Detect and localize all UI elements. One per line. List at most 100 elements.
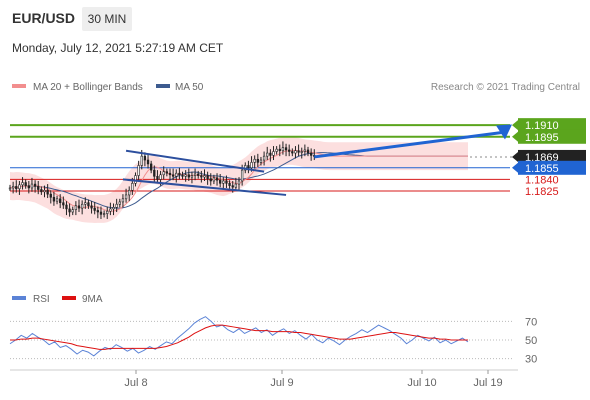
candle-body (143, 155, 147, 161)
candle-body (240, 169, 244, 182)
candle-body (124, 194, 128, 200)
rsi-tick-label-30: 30 (525, 354, 537, 366)
candle-body (37, 186, 40, 190)
timeframe-badge[interactable]: 30 MIN (82, 7, 132, 31)
candle-body (175, 172, 178, 177)
rsi-ma-line (10, 324, 468, 350)
rsi-ma-legend-label: 9MA (82, 294, 103, 305)
candle-body (90, 205, 93, 209)
candle-body (156, 176, 159, 180)
chart-datetime: Monday, July 12, 2021 5:27:19 AM CET (12, 41, 224, 55)
x-axis: Jul 8 Jul 9 Jul 10 Jul 19 (124, 370, 503, 389)
level-label-1.1825: 1.1825 (525, 186, 559, 198)
level-badge-arrow-1.1910 (512, 120, 518, 131)
candle-body (184, 174, 187, 177)
x-tick-label-Jul-8: Jul 8 (124, 377, 147, 389)
candle-body (27, 185, 30, 189)
x-tick-label-Jul-9: Jul 9 (270, 377, 293, 389)
candle-body (181, 174, 184, 177)
ma50-legend-swatch (156, 84, 170, 88)
candle-body (65, 204, 68, 210)
level-label-1.1895: 1.1895 (525, 132, 559, 144)
rsi-tick-label-70: 70 (525, 316, 537, 328)
rsi-legend-swatch (12, 296, 26, 300)
rsi-ma-legend-swatch (62, 296, 76, 300)
candle-body (228, 183, 231, 186)
candle-body (193, 173, 197, 176)
candle-body (269, 152, 272, 156)
level-badge-1.1910 (518, 118, 586, 133)
candle-body (102, 213, 106, 215)
level-badge-arrow-1.1869 (512, 151, 518, 162)
rsi-legend-label: RSI (33, 294, 50, 305)
ma50-legend-label: MA 50 (175, 82, 204, 93)
candle-body (153, 169, 156, 177)
candle-body (266, 152, 269, 157)
forecast-arrow-head (496, 124, 512, 140)
candle-body (187, 174, 190, 178)
candle-body (209, 178, 212, 182)
candle-body (281, 147, 285, 152)
candle-body (165, 171, 169, 174)
candle-body (256, 158, 259, 163)
candle-body (225, 180, 228, 184)
candle-body (68, 208, 71, 213)
candle-body (109, 208, 112, 212)
candle-body (71, 209, 74, 213)
candle-body (62, 202, 65, 206)
rsi-tick-label-50: 50 (525, 335, 537, 347)
candle-body (247, 165, 250, 169)
level-label-1.1910: 1.1910 (525, 120, 559, 132)
candle-body (203, 175, 206, 178)
candle-body (171, 174, 175, 177)
candle-body (222, 180, 225, 184)
candle-body (219, 179, 222, 184)
candle-body (15, 186, 18, 190)
candle-body (96, 210, 99, 213)
candle-body (140, 155, 143, 166)
candle-body (206, 175, 209, 179)
candle-body (212, 177, 216, 182)
candle-body (300, 151, 303, 153)
candle-body (150, 163, 153, 171)
candle-body (197, 173, 200, 176)
candle-body (272, 151, 275, 156)
candle-body (278, 148, 281, 152)
candle-body (275, 148, 278, 152)
candle-body (106, 210, 109, 214)
rsi-line (9, 316, 469, 357)
candle-body (118, 201, 121, 205)
candle-body (134, 175, 137, 184)
candle-body (131, 183, 134, 191)
candle-body (159, 174, 162, 180)
candle-body (253, 158, 256, 163)
candle-body (74, 205, 78, 210)
candle-body (99, 211, 103, 215)
candle-body (11, 186, 15, 189)
candle-body (84, 202, 87, 205)
candle-body (93, 207, 96, 211)
channel-line-2 (122, 178, 287, 196)
candle-body (303, 149, 307, 152)
candle-body (284, 147, 288, 151)
x-tick-label-Jul-10: Jul 10 (407, 377, 436, 389)
candle-body (262, 155, 266, 161)
candle-body (33, 183, 37, 187)
level-badge-1.1895 (518, 129, 586, 144)
rsi-panel: 70 50 30 (9, 316, 537, 366)
candle-body (80, 203, 84, 209)
candle-body (137, 165, 140, 176)
candle-body (115, 203, 118, 208)
candle-body (234, 183, 238, 188)
candle-body (24, 182, 27, 186)
candle-body (121, 198, 125, 203)
channel-line-1 (125, 149, 265, 173)
candle-body (87, 202, 90, 207)
candle-body (59, 198, 62, 203)
candle-body (168, 172, 172, 176)
level-label-1.1840: 1.1840 (525, 174, 559, 186)
symbol-title: EUR/USD (12, 10, 76, 26)
candle-body (146, 159, 150, 165)
candle-body (237, 180, 241, 185)
